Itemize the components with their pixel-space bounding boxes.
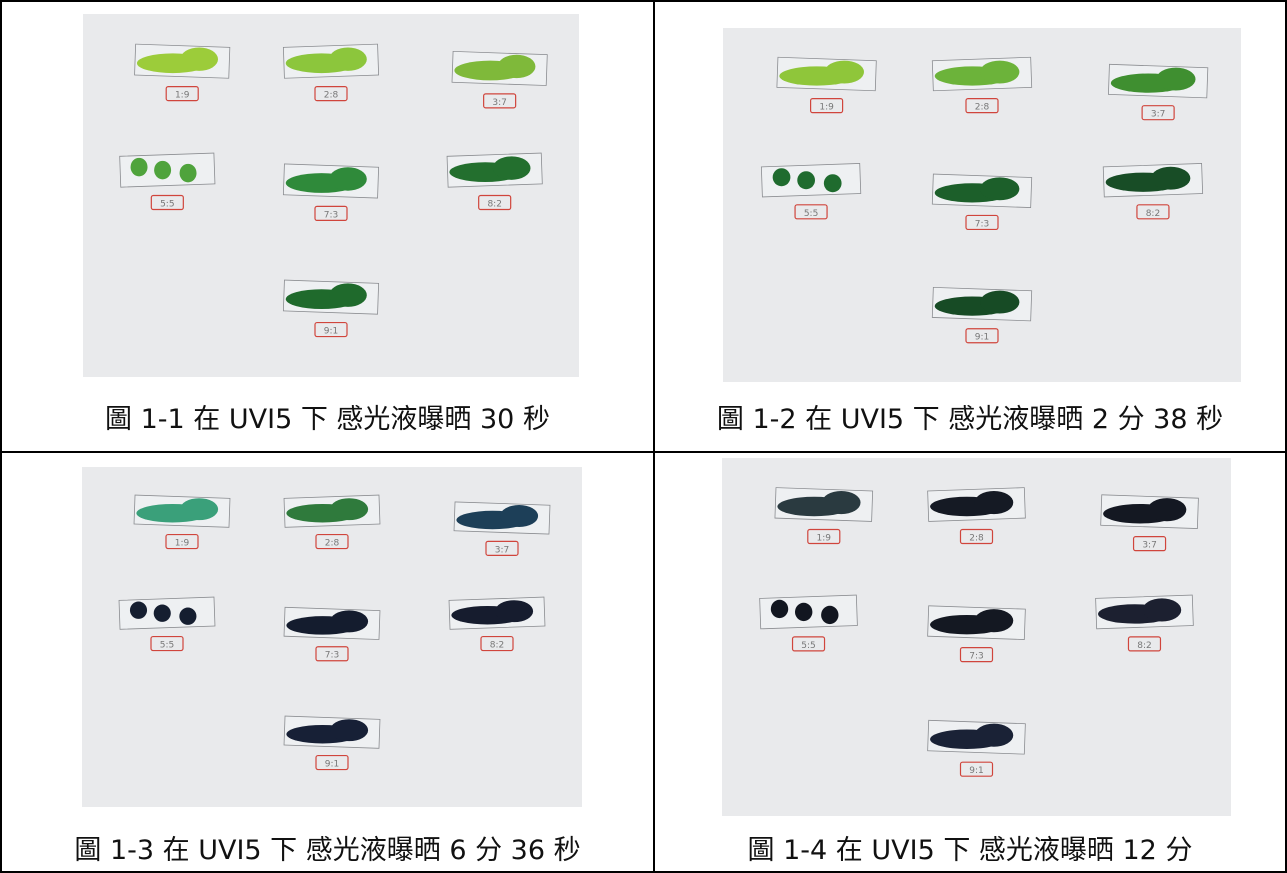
stain <box>771 600 788 618</box>
slide-label: 7:3 <box>975 219 989 229</box>
stain <box>795 603 812 621</box>
photo: 1:9 2:8 3:7 5:5 7:3 8:2 9:1 <box>723 28 1241 382</box>
stain <box>1148 498 1187 521</box>
slide-label: 7:3 <box>325 651 339 661</box>
cell: 1:9 2:8 3:7 5:5 7:3 8:2 9:1 圖 1-2 在 UVI5 下 感光液… <box>654 1 1286 452</box>
slide-label: 2:8 <box>975 103 990 113</box>
photo-drawing: 1:9 2:8 3:7 5:5 7:3 8:2 9:1 <box>83 14 579 377</box>
page: {"figures": [ {"caption": "圖 1-1 在 UVI5 … <box>0 0 1287 873</box>
stain <box>493 156 531 179</box>
stain <box>180 164 197 183</box>
slide-label: 1:9 <box>175 539 190 549</box>
slide-label: 1:9 <box>175 91 190 101</box>
stain <box>154 605 171 622</box>
slide-label: 9:1 <box>325 760 339 770</box>
slide-label: 5:5 <box>160 641 174 651</box>
slide-label: 3:7 <box>1151 110 1165 120</box>
slide-label: 1:9 <box>819 103 834 113</box>
stain <box>329 283 367 306</box>
photo: 1:9 2:8 3:7 5:5 7:3 8:2 9:1 <box>83 14 579 377</box>
caption: 圖 1-2 在 UVI5 下 感光液曝晒 2 分 38 秒 <box>655 397 1285 436</box>
stain <box>495 600 533 622</box>
stain <box>329 47 367 70</box>
slide-label: 1:9 <box>817 533 832 543</box>
stain <box>980 61 1019 84</box>
stain <box>180 47 218 70</box>
cell: 1:9 2:8 3:7 5:5 7:3 8:2 9:1 圖 1-3 在 UVI5 下 感光液… <box>1 452 654 872</box>
stain <box>980 177 1019 200</box>
stain <box>975 491 1014 514</box>
slide-label: 3:7 <box>495 545 509 555</box>
stain <box>500 505 538 527</box>
slide-label: 9:1 <box>975 333 989 343</box>
stain <box>329 167 367 190</box>
slide-label: 5:5 <box>801 641 815 651</box>
stain <box>773 168 791 186</box>
stain <box>975 724 1014 747</box>
caption: 圖 1-4 在 UVI5 下 感光液曝晒 12 分 <box>655 828 1285 867</box>
stain <box>330 610 368 632</box>
slide-label: 8:2 <box>490 641 504 651</box>
caption: 圖 1-1 在 UVI5 下 感光液曝晒 30 秒 <box>2 397 653 436</box>
stain <box>797 171 815 189</box>
slide-label: 5:5 <box>804 209 818 219</box>
stain <box>821 606 838 624</box>
slide-label: 8:2 <box>1137 641 1151 651</box>
slide-label: 2:8 <box>325 539 340 549</box>
stain <box>822 491 861 514</box>
stain <box>824 174 842 192</box>
stain <box>980 291 1019 314</box>
stain <box>179 608 196 625</box>
stain <box>154 161 171 180</box>
stain <box>330 498 368 520</box>
stain <box>1143 598 1182 621</box>
stain <box>1151 167 1190 190</box>
slide-label: 9:1 <box>324 327 338 337</box>
stain <box>330 719 368 741</box>
stain <box>1156 68 1195 91</box>
stain <box>180 498 218 520</box>
slide-label: 2:8 <box>324 91 339 101</box>
slide-label: 2:8 <box>969 533 984 543</box>
stain <box>498 55 536 78</box>
slide-label: 3:7 <box>492 98 506 108</box>
cell: 1:9 2:8 3:7 5:5 7:3 8:2 9:1 圖 1-4 在 UVI5 下 感光液… <box>654 452 1286 872</box>
stain <box>130 602 147 619</box>
slide-label: 8:2 <box>487 199 501 209</box>
figure-table: 1:9 2:8 3:7 5:5 7:3 8:2 9:1 圖 1-1 在 UVI5 下 感光液… <box>0 0 1287 873</box>
photo-drawing: 1:9 2:8 3:7 5:5 7:3 8:2 9:1 <box>723 28 1241 382</box>
slide-label: 3:7 <box>1142 541 1156 551</box>
stain <box>825 61 864 84</box>
slide-label: 7:3 <box>324 210 338 220</box>
slide-label: 5:5 <box>160 199 174 209</box>
photo: 1:9 2:8 3:7 5:5 7:3 8:2 9:1 <box>82 467 582 807</box>
photo: 1:9 2:8 3:7 5:5 7:3 8:2 9:1 <box>722 458 1231 816</box>
slide-label: 8:2 <box>1146 209 1160 219</box>
photo-drawing: 1:9 2:8 3:7 5:5 7:3 8:2 9:1 <box>722 458 1231 816</box>
slide-label: 7:3 <box>969 652 983 662</box>
slide-label: 9:1 <box>969 766 983 776</box>
caption: 圖 1-3 在 UVI5 下 感光液曝晒 6 分 36 秒 <box>2 828 653 867</box>
photo-drawing: 1:9 2:8 3:7 5:5 7:3 8:2 9:1 <box>82 467 582 807</box>
cell: 1:9 2:8 3:7 5:5 7:3 8:2 9:1 圖 1-1 在 UVI5 下 感光液… <box>1 1 654 452</box>
stain <box>131 158 148 177</box>
stain <box>975 609 1014 632</box>
